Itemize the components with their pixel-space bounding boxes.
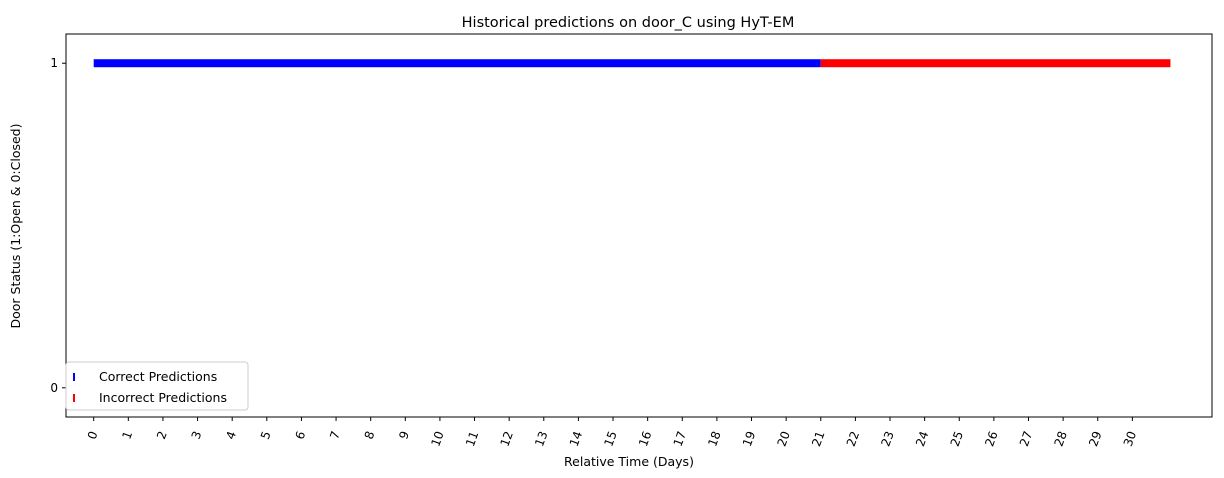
x-tick-label: 9 — [396, 429, 412, 441]
chart-title: Historical predictions on door_C using H… — [462, 15, 795, 31]
x-tick-label: 16 — [636, 429, 654, 448]
x-tick-label: 18 — [705, 429, 723, 448]
x-tick-label: 11 — [463, 429, 481, 448]
x-tick-label: 15 — [601, 429, 619, 448]
x-tick-label: 22 — [844, 429, 862, 448]
plot-area — [65, 33, 1213, 418]
x-tick-label: 21 — [809, 429, 827, 448]
x-tick-label: 28 — [1052, 429, 1070, 448]
x-tick-label: 3 — [189, 429, 205, 441]
x-tick-label: 13 — [532, 429, 550, 448]
x-tick-label: 19 — [740, 429, 758, 448]
x-tick-label: 6 — [292, 429, 308, 441]
legend-label-0: Correct Predictions — [99, 369, 217, 384]
x-tick-label: 1 — [119, 429, 135, 441]
x-tick-label: 29 — [1086, 429, 1104, 448]
legend: Correct Predictions Incorrect Predictions — [65, 361, 249, 411]
x-axis-label: Relative Time (Days) — [564, 454, 694, 469]
x-tick-label: 8 — [362, 429, 378, 441]
x-tick-label: 25 — [948, 429, 966, 448]
series-mark-0 — [93, 59, 821, 68]
x-tick-label: 30 — [1121, 429, 1139, 448]
y-axis-label: Door Status (1:Open & 0:Closed) — [8, 124, 23, 329]
x-tick-label: 5 — [258, 429, 274, 441]
y-axis-ticks: 01 — [50, 56, 66, 395]
axes-frame — [65, 33, 1213, 418]
x-tick-label: 4 — [223, 429, 239, 441]
x-tick-label: 23 — [878, 429, 896, 448]
x-tick-label: 17 — [671, 429, 689, 448]
x-tick-label: 12 — [498, 429, 516, 448]
legend-items: Correct Predictions Incorrect Predictions — [73, 369, 227, 405]
series-layer — [93, 59, 1171, 68]
x-tick-label: 14 — [567, 429, 585, 448]
x-axis-ticks: 0 1 2 3 4 5 6 7 8 9 10 11 12 13 14 15 16 17 18 19 20 21 22 23 24… — [85, 417, 1139, 448]
x-tick-label: 2 — [154, 429, 170, 441]
legend-label-1: Incorrect Predictions — [99, 390, 227, 405]
x-tick-label: 27 — [1017, 429, 1035, 448]
legend-marker-0 — [73, 373, 75, 381]
x-tick-label: 20 — [775, 429, 793, 448]
x-tick-label: 24 — [913, 429, 931, 448]
legend-marker-1 — [73, 394, 75, 402]
y-tick-label: 1 — [50, 56, 58, 70]
x-tick-label: 0 — [85, 429, 101, 441]
x-tick-label: 7 — [327, 429, 343, 441]
series-mark-1 — [820, 59, 1171, 68]
legend-frame — [65, 361, 249, 411]
x-tick-label: 10 — [428, 429, 446, 448]
x-tick-label: 26 — [982, 429, 1000, 448]
y-tick-label: 0 — [50, 381, 58, 395]
